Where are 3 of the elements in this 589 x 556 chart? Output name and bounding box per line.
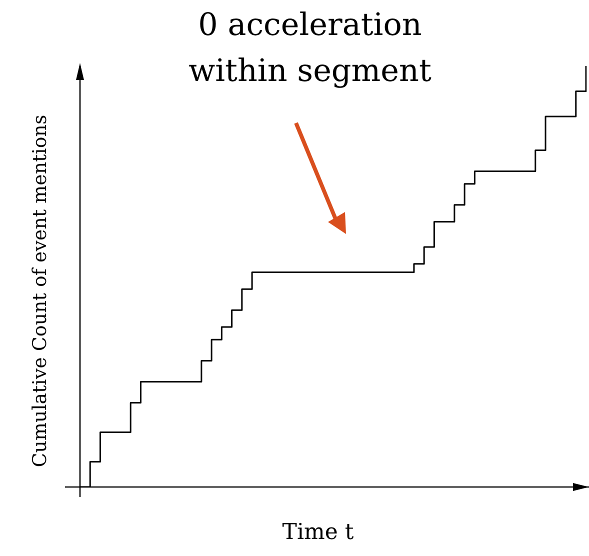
y-axis-title: Cumulative Count of event mentions	[29, 114, 51, 470]
x-axis-title: Time t	[281, 520, 355, 545]
annotation: 0 acceleration within segment	[188, 6, 432, 91]
